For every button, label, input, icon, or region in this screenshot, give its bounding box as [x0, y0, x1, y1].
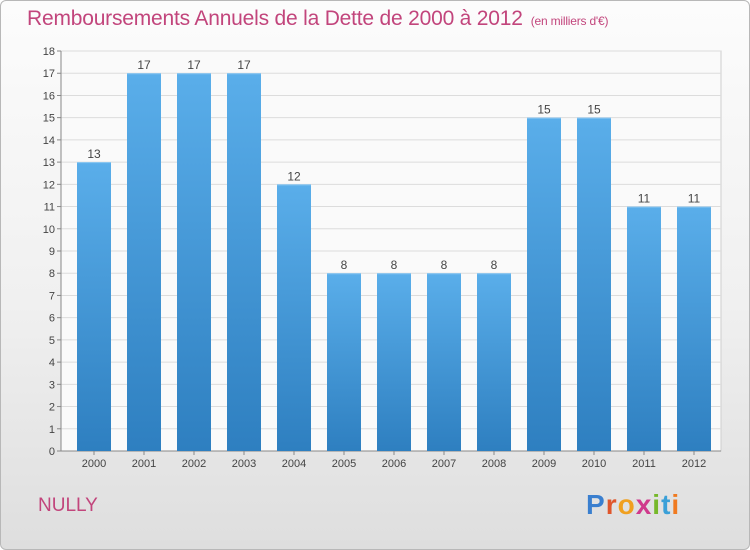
- data-label: 8: [491, 258, 498, 272]
- data-label: 8: [391, 258, 398, 272]
- data-label: 17: [137, 58, 151, 72]
- data-label: 13: [87, 147, 101, 161]
- y-tick-label: 3: [49, 379, 55, 391]
- y-tick-label: 1: [49, 424, 55, 436]
- y-tick-label: 14: [43, 135, 55, 147]
- x-tick-label: 2011: [632, 458, 656, 470]
- logo-letter: i: [671, 489, 681, 520]
- bar: [477, 273, 511, 451]
- bar: [677, 206, 711, 451]
- chart-unit: (en milliers d'€): [530, 14, 609, 28]
- y-tick-label: 10: [43, 224, 55, 236]
- bar: [127, 73, 161, 451]
- y-tick-label: 5: [49, 335, 55, 347]
- logo-letter: x: [635, 489, 653, 520]
- y-tick-label: 6: [49, 313, 55, 325]
- bar: [627, 206, 661, 451]
- x-tick-label: 2002: [182, 458, 206, 470]
- bar: [77, 162, 111, 451]
- logo-letter: r: [605, 489, 618, 520]
- y-tick-label: 0: [49, 446, 55, 458]
- y-tick-label: 17: [43, 68, 55, 80]
- y-tick-label: 8: [49, 268, 55, 280]
- logo-letter: P: [586, 489, 606, 520]
- data-label: 15: [587, 103, 601, 117]
- bar: [427, 273, 461, 451]
- x-tick-label: 2010: [582, 458, 606, 470]
- x-tick-label: 2009: [532, 458, 556, 470]
- bar: [177, 73, 211, 451]
- bar: [577, 117, 611, 452]
- y-tick-label: 18: [43, 46, 55, 58]
- y-tick-label: 16: [43, 90, 55, 102]
- x-tick-label: 2005: [332, 458, 356, 470]
- y-tick-label: 7: [49, 290, 55, 302]
- chart-title: Remboursements Annuels de la Dette de 20…: [27, 7, 608, 31]
- x-tick-label: 2012: [682, 458, 706, 470]
- chart-title-text: Remboursements Annuels de la Dette de 20…: [27, 7, 523, 30]
- x-tick-label: 2008: [482, 458, 506, 470]
- data-label: 11: [688, 192, 701, 206]
- y-tick-label: 13: [43, 157, 55, 169]
- x-tick-label: 2006: [382, 458, 406, 470]
- y-tick-label: 11: [44, 202, 55, 214]
- data-label: 15: [537, 103, 551, 117]
- logo-letter: i: [652, 489, 662, 520]
- x-tick-label: 2004: [282, 458, 306, 470]
- x-tick-label: 2000: [82, 458, 106, 470]
- bar: [277, 184, 311, 452]
- y-tick-label: 2: [49, 402, 55, 414]
- y-tick-label: 12: [43, 179, 55, 191]
- y-tick-label: 15: [43, 113, 55, 125]
- data-label: 8: [441, 258, 448, 272]
- logo-letter: t: [661, 489, 672, 520]
- bar: [227, 73, 261, 451]
- x-tick-label: 2007: [432, 458, 456, 470]
- bar: [377, 273, 411, 451]
- y-tick-label: 4: [49, 357, 55, 369]
- data-label: 8: [341, 258, 348, 272]
- x-tick-label: 2003: [232, 458, 256, 470]
- data-label: 17: [187, 58, 201, 72]
- y-tick-label: 9: [49, 246, 55, 258]
- data-label: 17: [237, 58, 251, 72]
- town-name: NULLY: [38, 495, 98, 516]
- data-label: 11: [638, 192, 651, 206]
- logo-letter: o: [617, 489, 636, 520]
- data-label: 12: [287, 169, 301, 183]
- x-tick-label: 2001: [132, 458, 156, 470]
- proxiti-logo: Proxiti: [586, 489, 680, 521]
- bar: [327, 273, 361, 451]
- bar: [527, 117, 561, 452]
